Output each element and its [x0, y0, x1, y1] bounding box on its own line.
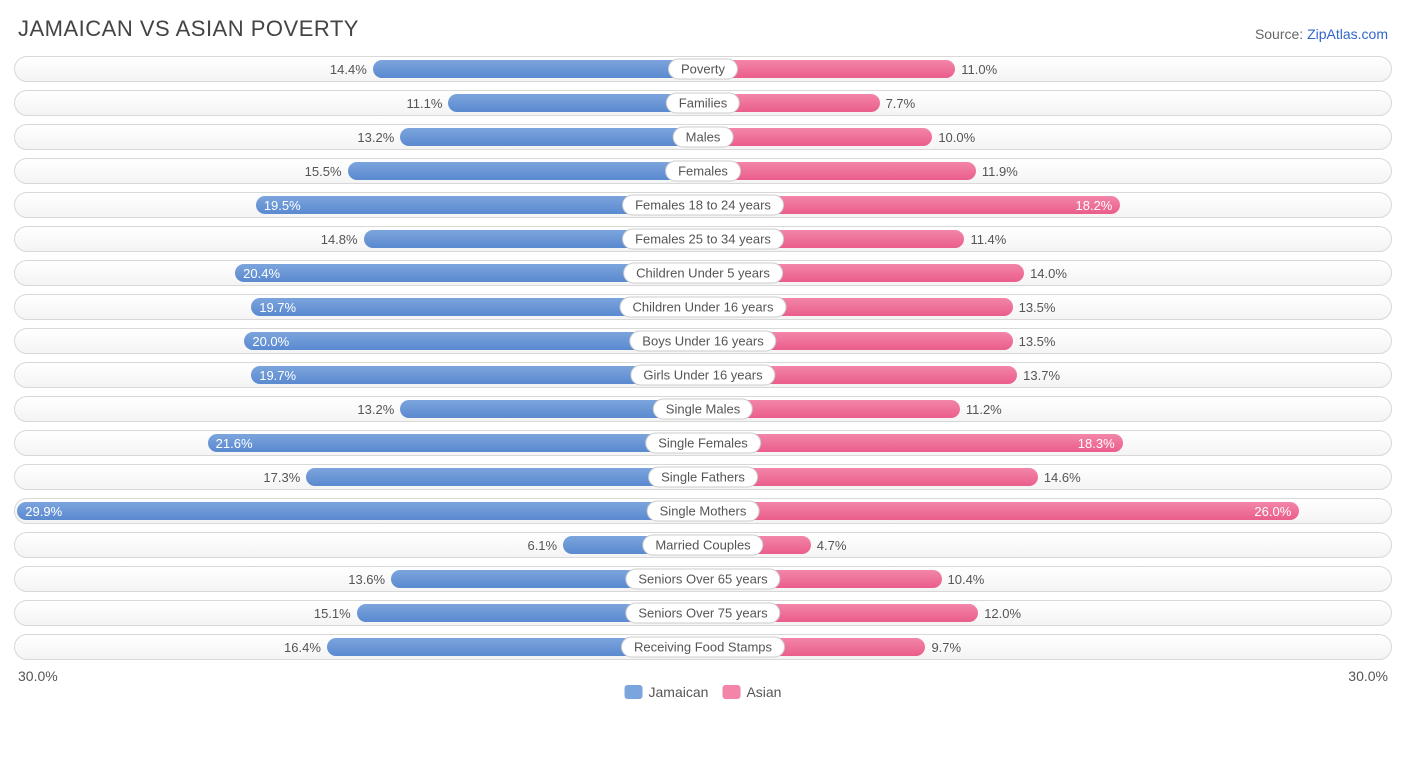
- bar-left: 21.6%: [208, 434, 703, 452]
- bar-right-value: 11.0%: [955, 62, 1003, 77]
- bar-right-value: 13.5%: [1013, 300, 1062, 315]
- bar-left: [348, 162, 703, 180]
- chart-row: 15.1% 12.0% Seniors Over 75 years: [14, 600, 1392, 626]
- bar-left-value: 13.6%: [342, 572, 391, 587]
- bar-left-value: 19.7%: [259, 300, 296, 315]
- bar-right: [703, 128, 932, 146]
- bar-right-value: 10.0%: [932, 130, 981, 145]
- chart-row: 19.5% 18.2% Females 18 to 24 years: [14, 192, 1392, 218]
- category-label: Girls Under 16 years: [630, 365, 775, 386]
- category-label: Single Males: [653, 399, 753, 420]
- bar-left-value: 19.5%: [264, 198, 301, 213]
- chart-row: 6.1% 4.7% Married Couples: [14, 532, 1392, 558]
- legend: Jamaican Asian: [625, 684, 782, 700]
- bar-right-value: 7.7%: [880, 96, 922, 111]
- bar-right-value: 9.7%: [925, 640, 967, 655]
- source-prefix: Source:: [1255, 26, 1303, 42]
- category-label: Families: [666, 93, 740, 114]
- bar-right: 26.0%: [703, 502, 1299, 520]
- chart-row: 15.5% 11.9% Females: [14, 158, 1392, 184]
- chart-row: 21.6% 18.3% Single Females: [14, 430, 1392, 456]
- chart-row: 13.6% 10.4% Seniors Over 65 years: [14, 566, 1392, 592]
- category-label: Children Under 16 years: [620, 297, 787, 318]
- bar-left-value: 6.1%: [521, 538, 563, 553]
- category-label: Receiving Food Stamps: [621, 637, 785, 658]
- chart-row: 29.9% 26.0% Single Mothers: [14, 498, 1392, 524]
- bar-right-value: 26.0%: [1254, 504, 1291, 519]
- bar-right-value: 4.7%: [811, 538, 853, 553]
- bar-right: 18.3%: [703, 434, 1123, 452]
- category-label: Females 25 to 34 years: [622, 229, 784, 250]
- chart-row: 11.1% 7.7% Families: [14, 90, 1392, 116]
- chart-source: Source: ZipAtlas.com: [1255, 26, 1388, 42]
- bar-right-value: 11.4%: [964, 232, 1012, 247]
- category-label: Females 18 to 24 years: [622, 195, 784, 216]
- bar-left: [306, 468, 703, 486]
- category-label: Poverty: [668, 59, 738, 80]
- chart-row: 19.7% 13.5% Children Under 16 years: [14, 294, 1392, 320]
- bar-left-value: 19.7%: [259, 368, 296, 383]
- axis-max-left: 30.0%: [18, 668, 703, 684]
- chart-row: 14.8% 11.4% Females 25 to 34 years: [14, 226, 1392, 252]
- bar-right-value: 13.7%: [1017, 368, 1066, 383]
- axis-max-right: 30.0%: [703, 668, 1388, 684]
- bar-left: [373, 60, 703, 78]
- category-label: Seniors Over 65 years: [625, 569, 780, 590]
- bar-right-value: 14.0%: [1024, 266, 1073, 281]
- chart-row: 16.4% 9.7% Receiving Food Stamps: [14, 634, 1392, 660]
- bar-right-value: 18.2%: [1076, 198, 1113, 213]
- legend-swatch-right: [722, 685, 740, 699]
- bar-right-value: 10.4%: [942, 572, 991, 587]
- category-label: Single Fathers: [648, 467, 758, 488]
- category-label: Females: [665, 161, 741, 182]
- bar-left-value: 29.9%: [25, 504, 62, 519]
- chart-row: 20.4% 14.0% Children Under 5 years: [14, 260, 1392, 286]
- category-label: Single Females: [645, 433, 761, 454]
- source-link[interactable]: ZipAtlas.com: [1307, 26, 1388, 42]
- chart-title: JAMAICAN VS ASIAN POVERTY: [18, 16, 359, 42]
- category-label: Boys Under 16 years: [629, 331, 776, 352]
- bar-right-value: 13.5%: [1013, 334, 1062, 349]
- bar-left-value: 14.8%: [315, 232, 364, 247]
- bar-left: [400, 128, 703, 146]
- bar-left-value: 17.3%: [257, 470, 306, 485]
- category-label: Married Couples: [642, 535, 763, 556]
- bar-left-value: 13.2%: [351, 130, 400, 145]
- chart-row: 17.3% 14.6% Single Fathers: [14, 464, 1392, 490]
- chart-row: 14.4% 11.0% Poverty: [14, 56, 1392, 82]
- bar-left-value: 15.1%: [308, 606, 357, 621]
- legend-item-left: Jamaican: [625, 684, 709, 700]
- bar-left-value: 13.2%: [351, 402, 400, 417]
- bar-right-value: 11.9%: [976, 164, 1024, 179]
- bar-left-value: 14.4%: [324, 62, 373, 77]
- chart-row: 13.2% 11.2% Single Males: [14, 396, 1392, 422]
- category-label: Single Mothers: [647, 501, 760, 522]
- bar-left-value: 15.5%: [299, 164, 348, 179]
- legend-label-right: Asian: [746, 684, 781, 700]
- bar-left-value: 16.4%: [278, 640, 327, 655]
- chart-row: 20.0% 13.5% Boys Under 16 years: [14, 328, 1392, 354]
- chart-row: 19.7% 13.7% Girls Under 16 years: [14, 362, 1392, 388]
- bar-right-value: 14.6%: [1038, 470, 1087, 485]
- bar-right-value: 11.2%: [960, 402, 1008, 417]
- category-label: Males: [673, 127, 734, 148]
- bar-left-value: 11.1%: [401, 96, 449, 111]
- bar-right-value: 12.0%: [978, 606, 1027, 621]
- category-label: Seniors Over 75 years: [625, 603, 780, 624]
- bar-left-value: 21.6%: [216, 436, 253, 451]
- diverging-bar-chart: 14.4%11.0%Poverty11.1%7.7%Families13.2%1…: [14, 56, 1392, 660]
- legend-item-right: Asian: [722, 684, 781, 700]
- bar-left-value: 20.4%: [243, 266, 280, 281]
- legend-label-left: Jamaican: [649, 684, 709, 700]
- bar-left: 29.9%: [17, 502, 703, 520]
- chart-footer: 30.0% 30.0% Jamaican Asian: [14, 668, 1392, 690]
- category-label: Children Under 5 years: [623, 263, 783, 284]
- chart-row: 13.2% 10.0% Males: [14, 124, 1392, 150]
- chart-header: JAMAICAN VS ASIAN POVERTY Source: ZipAtl…: [14, 16, 1392, 42]
- bar-right: [703, 162, 976, 180]
- bar-right: [703, 60, 955, 78]
- bar-right-value: 18.3%: [1078, 436, 1115, 451]
- bar-left-value: 20.0%: [252, 334, 289, 349]
- legend-swatch-left: [625, 685, 643, 699]
